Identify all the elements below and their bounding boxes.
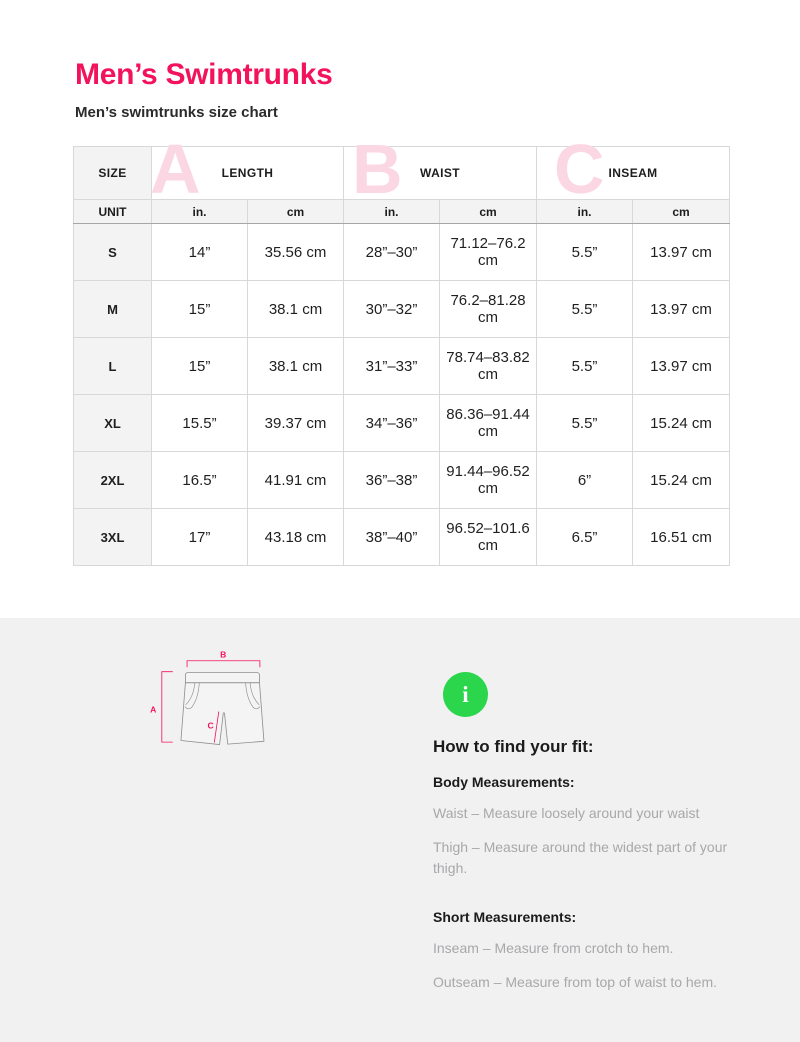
body-measurement-waist: Waist – Measure loosely around your wais… (433, 805, 700, 821)
table-row: XL 15.5” 39.37 cm 34”–36” 86.36–91.44 cm… (73, 394, 731, 452)
diagram-label-b: B (220, 649, 226, 659)
short-measurement-outseam: Outseam – Measure from top of waist to h… (433, 974, 718, 990)
size-cell: L (73, 337, 152, 395)
value-cell: 38.1 cm (246, 337, 345, 395)
value-cell: 13.97 cm (632, 280, 731, 338)
header-waist: WAIST (343, 146, 538, 200)
header-length: LENGTH (150, 146, 345, 200)
short-measurements-heading: Short Measurements: (433, 909, 577, 925)
info-icon: i (443, 672, 488, 717)
info-icon-glyph: i (462, 681, 469, 707)
shorts-measurement-diagram: B A C (150, 649, 265, 745)
unit-cell: in. (536, 199, 634, 224)
body-measurement-thigh: Thigh – Measure around the widest part o… (433, 839, 728, 876)
unit-cell: cm (439, 199, 538, 224)
diagram-label-c: C (208, 721, 214, 731)
value-cell: 16.5” (151, 451, 248, 509)
header-size: SIZE (73, 146, 152, 200)
unit-cell: cm (632, 199, 731, 224)
value-cell: 16.51 cm (632, 508, 731, 566)
value-cell: 6.5” (536, 508, 634, 566)
diagram-label-a: A (150, 704, 156, 714)
value-cell: 78.74–83.82 cm (439, 337, 538, 395)
size-chart-table: SIZE LENGTH WAIST INSEAM UNIT in. cm in.… (73, 146, 731, 566)
value-cell: 76.2–81.28 cm (439, 280, 538, 338)
value-cell: 96.52–101.6 cm (439, 508, 538, 566)
value-cell: 15.24 cm (632, 394, 731, 452)
size-cell: M (73, 280, 152, 338)
measurement-brackets (161, 660, 261, 743)
value-cell: 34”–36” (343, 394, 441, 452)
value-cell: 5.5” (536, 280, 634, 338)
value-cell: 15” (151, 280, 248, 338)
value-cell: 15.5” (151, 394, 248, 452)
fit-guide-section: B A C i How to find your fit: Body Measu… (0, 618, 800, 1042)
size-chart: A B C SIZE LENGTH WAIST INSEAM UNIT in. … (73, 134, 731, 566)
table-row: 2XL 16.5” 41.91 cm 36”–38” 91.44–96.52 c… (73, 451, 731, 509)
value-cell: 31”–33” (343, 337, 441, 395)
size-cell: 3XL (73, 508, 152, 566)
unit-label: UNIT (73, 199, 152, 224)
shorts-outline (180, 672, 265, 745)
unit-cell: in. (343, 199, 441, 224)
value-cell: 71.12–76.2 cm (439, 223, 538, 281)
value-cell: 13.97 cm (632, 223, 731, 281)
value-cell: 5.5” (536, 223, 634, 281)
value-cell: 17” (151, 508, 248, 566)
value-cell: 14” (151, 223, 248, 281)
page-subtitle: Men’s swimtrunks size chart (75, 104, 278, 121)
value-cell: 91.44–96.52 cm (439, 451, 538, 509)
size-cell: XL (73, 394, 152, 452)
value-cell: 86.36–91.44 cm (439, 394, 538, 452)
unit-cell: in. (151, 199, 248, 224)
page-title: Men’s Swimtrunks (75, 58, 333, 91)
value-cell: 13.97 cm (632, 337, 731, 395)
value-cell: 30”–32” (343, 280, 441, 338)
value-cell: 43.18 cm (246, 508, 345, 566)
size-cell: 2XL (73, 451, 152, 509)
header-row: SIZE LENGTH WAIST INSEAM (73, 146, 731, 200)
size-cell: S (73, 223, 152, 281)
header-inseam: INSEAM (536, 146, 731, 200)
value-cell: 36”–38” (343, 451, 441, 509)
value-cell: 38”–40” (343, 508, 441, 566)
value-cell: 5.5” (536, 337, 634, 395)
value-cell: 28”–30” (343, 223, 441, 281)
body-measurements-heading: Body Measurements: (433, 774, 575, 790)
table-row: 3XL 17” 43.18 cm 38”–40” 96.52–101.6 cm … (73, 508, 731, 566)
fit-info-panel: i How to find your fit: Body Measurement… (433, 672, 763, 993)
value-cell: 38.1 cm (246, 280, 345, 338)
short-measurement-inseam: Inseam – Measure from crotch to hem. (433, 940, 674, 956)
value-cell: 5.5” (536, 394, 634, 452)
unit-cell: cm (246, 199, 345, 224)
value-cell: 15” (151, 337, 248, 395)
table-row: S 14” 35.56 cm 28”–30” 71.12–76.2 cm 5.5… (73, 223, 731, 281)
table-row: L 15” 38.1 cm 31”–33” 78.74–83.82 cm 5.5… (73, 337, 731, 395)
value-cell: 6” (536, 451, 634, 509)
value-cell: 41.91 cm (246, 451, 345, 509)
value-cell: 15.24 cm (632, 451, 731, 509)
unit-row: UNIT in. cm in. cm in. cm (73, 199, 731, 224)
value-cell: 39.37 cm (246, 394, 345, 452)
table-row: M 15” 38.1 cm 30”–32” 76.2–81.28 cm 5.5”… (73, 280, 731, 338)
value-cell: 35.56 cm (246, 223, 345, 281)
fit-guide-title: How to find your fit: (433, 737, 594, 756)
pocket-seams (184, 682, 261, 710)
